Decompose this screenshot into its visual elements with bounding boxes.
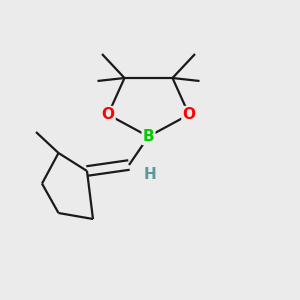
Text: O: O (101, 107, 115, 122)
Text: H: H (144, 167, 156, 182)
Text: B: B (143, 129, 154, 144)
Text: O: O (182, 107, 196, 122)
